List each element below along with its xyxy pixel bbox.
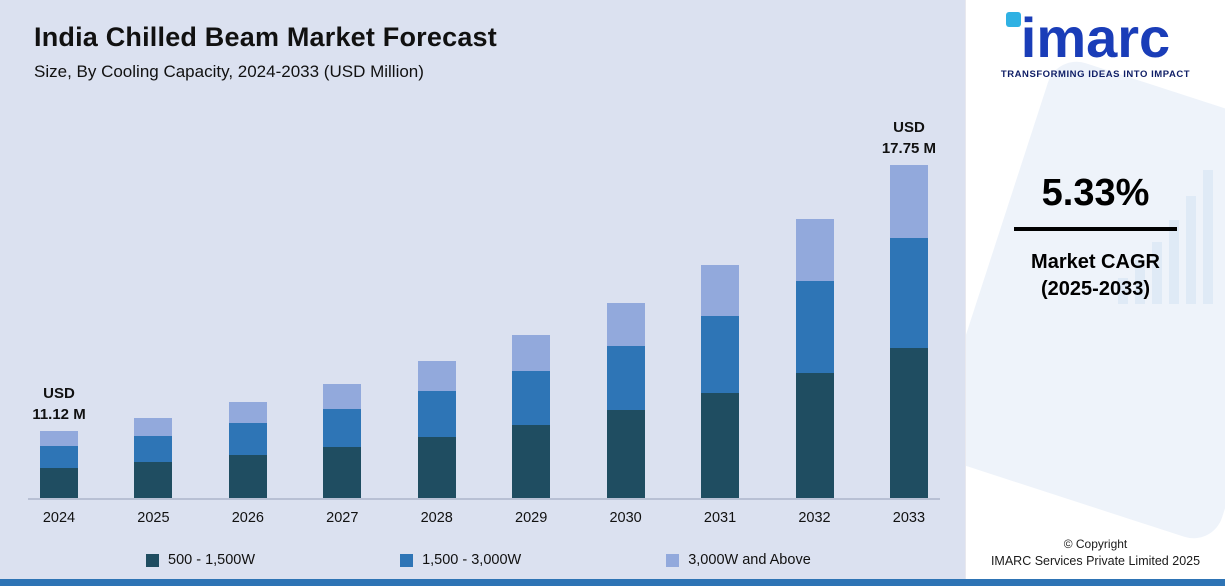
x-axis-label-2029: 2029	[515, 510, 548, 526]
bar-segment-2027-0	[323, 446, 362, 498]
bar-segment-2026-1	[228, 423, 267, 455]
bar-group-2030: 2030	[606, 112, 645, 526]
legend-swatch-icon	[666, 553, 680, 567]
stacked-bar-2025	[134, 418, 173, 498]
bar-segment-2031-2	[701, 264, 740, 316]
copyright-block: © Copyright IMARC Services Private Limit…	[966, 537, 1225, 568]
cagr-period: (2025-2033)	[1041, 278, 1150, 300]
bar-group-2032: 2032	[795, 112, 834, 526]
x-axis-label-2025: 2025	[137, 510, 170, 526]
legend: 500 - 1,500W 1,500 - 3,000W 3,000W and Abo…	[28, 552, 940, 568]
stacked-bar-2033	[889, 164, 928, 498]
chart-title: India Chilled Beam Market Forecast	[34, 22, 497, 52]
x-axis-label-2027: 2027	[326, 510, 359, 526]
bar-group-2027: 2027	[323, 112, 362, 526]
imarc-logo-dot-icon	[1005, 12, 1021, 27]
legend-swatch-icon	[146, 553, 159, 567]
legend-item-0: 500 - 1,500W	[146, 552, 255, 568]
bar-segment-2025-0	[134, 462, 173, 498]
legend-swatch-icon	[400, 553, 414, 567]
bar-value-label-2024: USD 11.12 M	[32, 385, 86, 424]
legend-item-2: 3,000W and Above	[666, 552, 811, 568]
bar-segment-2025-1	[134, 435, 173, 462]
bar-segment-2029-2	[512, 334, 551, 371]
imarc-logo: imarc TRANSFORMING IDEAS INTO IMPACT	[1000, 6, 1191, 81]
bar-group-2026: 2026	[228, 112, 267, 526]
bar-segment-2025-2	[134, 418, 173, 436]
bar-value-label-2033: USD 17.75 M	[881, 118, 937, 157]
stacked-bar-2030	[606, 303, 645, 498]
bar-segment-2027-1	[323, 408, 362, 447]
x-axis-label-2026: 2026	[231, 510, 264, 526]
bar-segment-2033-2	[889, 164, 928, 238]
copyright-line1: © Copyright	[1063, 537, 1128, 551]
cagr-value: 5.33%	[1013, 172, 1178, 231]
bar-segment-2031-1	[701, 316, 740, 393]
imarc-logo-text: imarc	[1020, 6, 1171, 69]
bar-segment-2028-1	[417, 391, 456, 437]
bar-group-2025: 2025	[134, 112, 173, 526]
legend-item-1: 1,500 - 3,000W	[400, 552, 521, 568]
cagr-stat-block: 5.33% Market CAGR (2025-2033)	[1013, 172, 1178, 301]
x-axis-label-2028: 2028	[420, 510, 453, 526]
copyright-line2: IMARC Services Private Limited 2025	[990, 554, 1201, 568]
stacked-bar-2028	[417, 361, 456, 498]
bar-segment-2032-2	[795, 219, 834, 281]
stacked-bar-2026	[228, 402, 267, 498]
x-axis-label-2030: 2030	[609, 510, 642, 526]
bar-segment-2024-1	[40, 445, 78, 468]
x-axis-label-2032: 2032	[798, 510, 831, 526]
chart-subtitle: Size, By Cooling Capacity, 2024-2033 (US…	[34, 62, 424, 81]
cagr-label: Market CAGR	[1031, 251, 1160, 273]
stacked-bar-2029	[512, 334, 551, 498]
stacked-bar-2027	[323, 383, 362, 498]
bar-group-2033: USD 17.75 M 2033	[882, 112, 936, 526]
bar-segment-2029-1	[512, 370, 551, 425]
bar-segment-2030-0	[606, 410, 645, 498]
decorative-bar-chart	[1118, 170, 1213, 304]
stacked-bar-2024	[40, 431, 78, 498]
legend-label: 1,500 - 3,000W	[422, 552, 522, 568]
imarc-tagline: TRANSFORMING IDEAS INTO IMPACT	[1000, 69, 1191, 80]
bar-segment-2026-0	[228, 454, 267, 498]
side-panel: imarc TRANSFORMING IDEAS INTO IMPACT 5.3…	[965, 0, 1225, 586]
bar-segment-2032-0	[795, 372, 834, 498]
stacked-bar-2031	[701, 264, 740, 498]
bar-group-2028: 2028	[417, 112, 456, 526]
legend-label: 500 - 1,500W	[168, 552, 256, 568]
bar-group-2024: USD 11.12 M 2024	[32, 112, 85, 526]
bar-segment-2031-0	[701, 393, 740, 498]
bar-segment-2028-0	[417, 436, 456, 498]
x-axis-label-2031: 2031	[703, 510, 737, 526]
stacked-bar-2032	[795, 219, 834, 498]
bar-segment-2026-2	[228, 402, 267, 424]
bar-segment-2033-0	[889, 348, 928, 498]
bar-segment-2028-2	[417, 361, 456, 392]
bottom-accent-strip	[0, 579, 1225, 586]
bar-group-2031: 2031	[701, 112, 740, 526]
bar-segment-2024-2	[40, 431, 78, 446]
bar-segment-2029-0	[512, 424, 551, 498]
bar-segment-2024-0	[40, 467, 78, 498]
x-axis-label-2033: 2033	[892, 510, 926, 526]
bar-group-2029: 2029	[512, 112, 551, 526]
bar-segment-2032-1	[795, 280, 834, 373]
chart-panel: India Chilled Beam Market Forecast Size,…	[28, 22, 940, 568]
bar-segment-2030-2	[606, 303, 645, 347]
x-axis-label-2024: 2024	[42, 510, 76, 526]
bars-container: USD 11.12 M 2024 2025 2026 2027 2028 2029 2030 20…	[28, 112, 940, 526]
plot-area: USD 11.12 M 2024 2025 2026 2027 2028 2029 2030 20…	[28, 112, 940, 526]
legend-label: 3,000W and Above	[688, 552, 811, 568]
bar-segment-2027-2	[323, 383, 362, 409]
bar-segment-2033-1	[889, 238, 928, 348]
bar-segment-2030-1	[606, 346, 645, 411]
